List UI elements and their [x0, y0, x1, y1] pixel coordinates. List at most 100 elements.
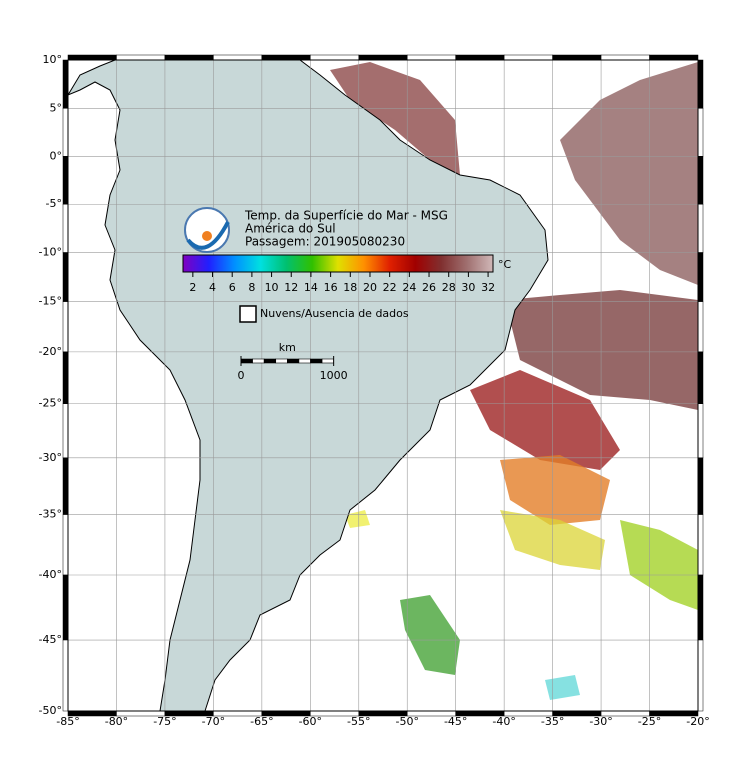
x-tick-label: -45°	[444, 715, 467, 728]
y-tick-label: -40°	[39, 568, 62, 581]
sst-patch	[560, 62, 698, 285]
legend-swatch	[239, 305, 257, 323]
y-tick-label: 0°	[50, 149, 63, 162]
frame-segment	[62, 351, 69, 404]
frame-segment	[62, 514, 69, 576]
frame-segment	[503, 54, 553, 61]
sst-patch	[330, 62, 460, 175]
subtitle: América do Sul	[245, 222, 336, 236]
scale-unit: km	[279, 341, 296, 354]
frame-segment	[697, 403, 704, 459]
sst-patch	[620, 520, 698, 610]
colorbar-tick-label: 20	[363, 281, 377, 294]
frame-segment	[697, 514, 704, 576]
y-tick-label: 10°	[43, 53, 63, 66]
logo	[184, 207, 230, 253]
x-tick-label: -80°	[105, 715, 128, 728]
frame-segment	[697, 457, 704, 515]
frame-segment	[697, 574, 704, 641]
frame-segment	[67, 54, 117, 61]
x-tick-label: -30°	[589, 715, 612, 728]
scale-segment	[310, 358, 323, 364]
frame-segment	[697, 156, 704, 205]
colorbar-tick-label: 8	[248, 281, 255, 294]
colorbar-tick-label: 18	[343, 281, 357, 294]
sst-patch	[400, 595, 460, 675]
y-tick-label: -30°	[39, 451, 62, 464]
pass-time: Passagem: 201905080230	[245, 235, 405, 249]
inset: Temp. da Superfície do Mar - MSG América…	[182, 207, 512, 382]
y-tick-label: 5°	[50, 101, 63, 114]
colorbar-tick-label: 16	[324, 281, 338, 294]
frame-segment	[310, 54, 360, 61]
colorbar-tick-label: 14	[304, 281, 318, 294]
frame-segment	[552, 54, 602, 61]
scale-segment	[263, 358, 277, 364]
y-tick-label: -10°	[39, 246, 62, 259]
colorbar-tick-label: 28	[442, 281, 456, 294]
frame-segment	[261, 54, 311, 61]
frame-segment	[406, 54, 456, 61]
frame-segment	[697, 59, 704, 109]
frame-segment	[62, 108, 69, 157]
scale-bar: 0 1000 km	[238, 341, 348, 382]
frame-segment	[697, 252, 704, 302]
frame-segment	[62, 252, 69, 302]
x-tick-label: -55°	[347, 715, 370, 728]
colorbar-bar	[182, 254, 494, 273]
colorbar-tick-label: 24	[402, 281, 416, 294]
frame-segment	[649, 54, 699, 61]
y-tick-label: -5°	[46, 197, 62, 210]
scale-segment	[275, 358, 288, 364]
colorbar-tick-label: 32	[481, 281, 495, 294]
x-tick-label: -25°	[638, 715, 661, 728]
colorbar-tick-label: 6	[229, 281, 236, 294]
scale-segment	[240, 358, 253, 364]
colorbar-tick-label: 26	[422, 281, 436, 294]
frame-segment	[116, 54, 166, 61]
colorbar-tick-label: 2	[189, 281, 196, 294]
colorbar-tick-label: 30	[461, 281, 475, 294]
colorbar-tick-label: 4	[209, 281, 216, 294]
frame-segment	[62, 457, 69, 515]
frame-segment	[600, 54, 650, 61]
sst-patch	[470, 370, 620, 470]
y-tick-label: -25°	[39, 397, 62, 410]
x-tick-label: -75°	[153, 715, 176, 728]
scale-segment	[298, 358, 311, 364]
frame-segment	[62, 203, 69, 253]
y-tick-label: -45°	[39, 633, 62, 646]
colorbar-tick-label: 22	[383, 281, 397, 294]
title: Temp. da Superfície do Mar - MSG	[244, 209, 448, 223]
y-tick-label: -15°	[39, 295, 62, 308]
x-tick-label: -65°	[250, 715, 273, 728]
frame-segment	[62, 574, 69, 641]
x-tick-label: -50°	[395, 715, 418, 728]
scale-segment	[287, 358, 300, 364]
frame-border	[67, 59, 699, 712]
frame-segment	[164, 54, 214, 61]
y-tick-label: -20°	[39, 345, 62, 358]
frame-segment	[62, 403, 69, 459]
frame-segment	[62, 301, 69, 353]
logo-arrow	[186, 221, 230, 250]
frame-segment	[358, 54, 408, 61]
frame-segment	[697, 639, 704, 712]
scale-segment	[252, 358, 265, 364]
legend-label: Nuvens/Ausencia de dados	[260, 307, 409, 320]
frame-segment	[62, 639, 69, 712]
sst-patch	[500, 455, 610, 525]
map-frame	[62, 54, 704, 717]
frame-segment	[697, 203, 704, 253]
scale-segment	[321, 358, 334, 364]
colorbar: 2 4 6 8 10 12 14 16 18 20 22 24 26 28 30 32	[182, 254, 495, 294]
frame-segment	[213, 54, 263, 61]
frame-segment	[62, 156, 69, 205]
x-tick-label: -85°	[56, 715, 79, 728]
logo-sun	[202, 231, 212, 241]
x-tick-label: -20°	[686, 715, 709, 728]
scale-label: 0	[238, 369, 245, 382]
y-tick-label: -50°	[39, 704, 62, 717]
